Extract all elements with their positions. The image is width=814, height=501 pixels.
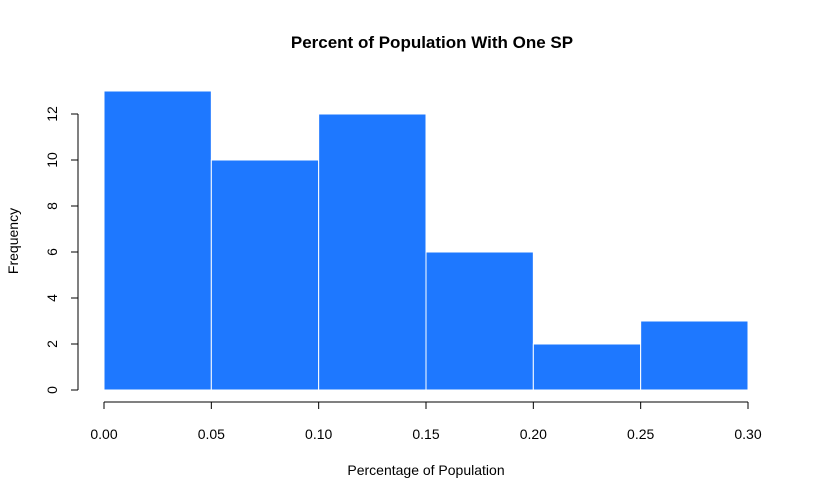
histogram-bar — [640, 320, 749, 391]
x-tick-label: 0.05 — [198, 426, 225, 442]
bars-layer — [103, 90, 749, 391]
x-tick-label: 0.20 — [520, 426, 547, 442]
y-tick-label: 10 — [44, 152, 60, 168]
y-tick-label: 2 — [44, 340, 60, 348]
y-tick-label: 4 — [44, 294, 60, 302]
y-axis-label: Frequency — [5, 208, 21, 274]
histogram-bar — [425, 251, 534, 391]
histogram-bar — [103, 90, 212, 391]
y-tick-label: 6 — [44, 248, 60, 256]
y-tick-label: 12 — [44, 106, 60, 122]
x-tick-label: 0.25 — [627, 426, 654, 442]
chart-title: Percent of Population With One SP — [291, 33, 573, 52]
x-tick-label: 0.15 — [412, 426, 439, 442]
x-tick-label: 0.30 — [734, 426, 761, 442]
x-axis: 0.00 0.05 0.10 0.15 0.20 0.25 0.30 — [90, 401, 762, 442]
x-tick-label: 0.10 — [305, 426, 332, 442]
histogram-bar — [532, 343, 642, 391]
x-axis-label: Percentage of Population — [347, 462, 504, 478]
x-tick-label: 0.00 — [90, 426, 117, 442]
histogram-bar — [318, 113, 427, 391]
histogram-bar — [210, 159, 320, 391]
y-tick-label: 0 — [44, 386, 60, 394]
y-axis: 0 2 4 6 8 10 12 — [44, 106, 79, 394]
y-tick-label: 8 — [44, 202, 60, 210]
